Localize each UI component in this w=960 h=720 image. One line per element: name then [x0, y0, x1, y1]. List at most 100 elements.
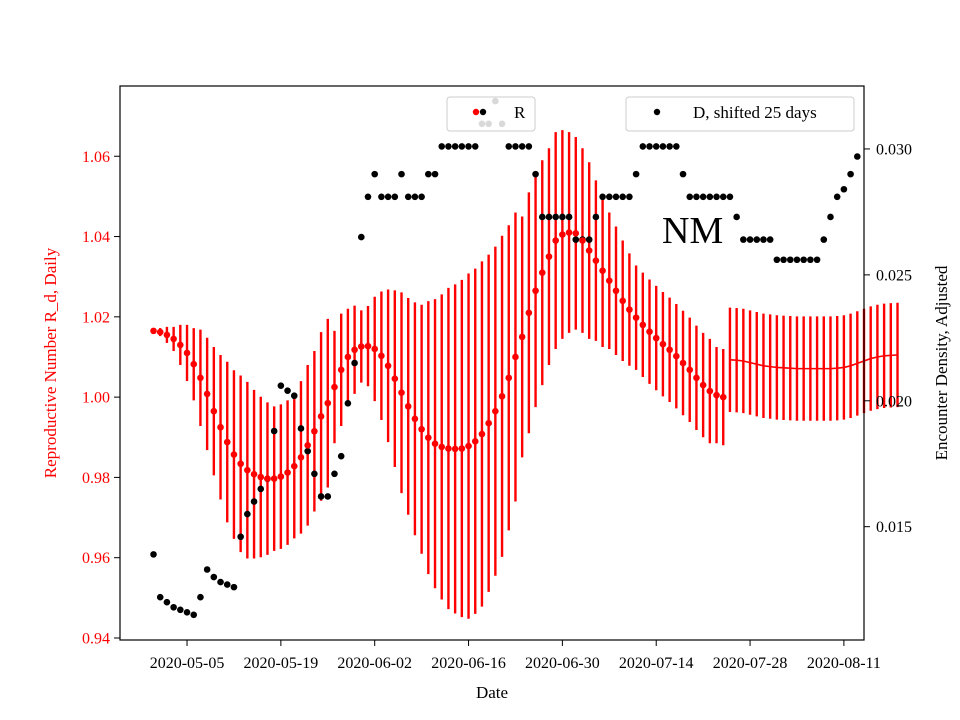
density-point [357, 233, 365, 241]
density-point [418, 193, 425, 201]
density-point [827, 213, 834, 221]
density-point [331, 470, 338, 478]
r-point [311, 427, 318, 435]
density-point [304, 447, 311, 455]
density-point [699, 193, 707, 201]
density-point [438, 143, 446, 150]
r-point [445, 445, 452, 452]
r-point [297, 454, 305, 461]
r-point [425, 434, 432, 441]
density-point [398, 170, 405, 178]
density-point [646, 143, 653, 150]
density-point [223, 581, 231, 588]
r-point [170, 335, 177, 343]
forecast-line [729, 354, 898, 370]
density-point [237, 533, 244, 541]
x-tick-label: 2020-07-14 [619, 655, 694, 672]
density-point [673, 143, 680, 150]
density-point [565, 213, 573, 221]
density-point [150, 551, 157, 558]
density-point [726, 193, 734, 201]
x-tick-label: 2020-08-11 [807, 655, 881, 672]
density-point [244, 510, 251, 518]
r-point [177, 341, 184, 349]
r-points-layer [150, 229, 898, 482]
density-point [666, 143, 673, 150]
r-point [585, 247, 593, 254]
density-point [719, 193, 727, 201]
legend-r-marker-red [472, 108, 480, 116]
r-point [284, 469, 291, 476]
density-point [324, 493, 332, 500]
x-tick-label: 2020-06-30 [525, 655, 600, 672]
r-point [317, 413, 325, 420]
left-y-tick-label: 1.04 [82, 229, 110, 246]
r-point [699, 381, 707, 389]
density-point [525, 143, 533, 150]
density-point [290, 392, 298, 400]
density-point [780, 256, 787, 264]
r-point [592, 257, 600, 264]
r-point [632, 314, 640, 321]
right-y-tick-label: 0.030 [876, 141, 912, 158]
density-point [371, 170, 379, 178]
density-point [847, 170, 854, 178]
density-point [257, 485, 265, 493]
density-point [518, 143, 526, 150]
r-point [244, 466, 251, 474]
density-point [538, 213, 546, 221]
density-point [599, 193, 606, 201]
legend-d-marker [653, 108, 661, 116]
r-point [404, 403, 412, 410]
x-tick-label: 2020-07-28 [713, 655, 788, 672]
r-point [673, 352, 680, 360]
r-point [525, 309, 533, 317]
r-point [197, 374, 204, 382]
density-point [297, 425, 305, 432]
density-point [740, 236, 747, 243]
r-point [223, 438, 231, 446]
r-point [418, 425, 425, 433]
legend-d-label: D, shifted 25 days [693, 103, 817, 122]
r-point [465, 442, 472, 450]
r-point [579, 237, 586, 244]
r-point [706, 387, 714, 395]
density-point [458, 143, 466, 150]
density-point [686, 193, 694, 201]
density-point [197, 593, 204, 601]
density-point [559, 213, 566, 221]
r-point [190, 360, 198, 368]
r-point [679, 359, 687, 367]
r-point [498, 393, 506, 400]
density-point [250, 498, 258, 505]
density-point [230, 583, 238, 591]
density-point [545, 213, 553, 221]
density-point [317, 493, 325, 500]
r-point [391, 375, 399, 382]
r-point [478, 430, 486, 438]
density-point [411, 193, 419, 201]
r-point [552, 237, 559, 244]
density-point [605, 193, 613, 201]
density-point [512, 143, 519, 150]
density-point [693, 193, 700, 201]
density-point [786, 256, 794, 264]
r-point [351, 346, 358, 354]
r-point [337, 366, 345, 374]
r-point [357, 343, 365, 350]
density-point [451, 143, 459, 150]
density-point [177, 606, 184, 614]
density-point [404, 193, 412, 201]
density-point [753, 236, 761, 243]
density-point [284, 387, 291, 395]
density-point [311, 470, 318, 478]
density-point [733, 213, 740, 221]
r-point [237, 460, 244, 468]
density-point [270, 427, 278, 435]
r-point [492, 407, 499, 415]
density-point [639, 143, 647, 150]
density-point [190, 611, 198, 619]
legend-r: R [446, 96, 536, 132]
r-point [150, 327, 157, 335]
